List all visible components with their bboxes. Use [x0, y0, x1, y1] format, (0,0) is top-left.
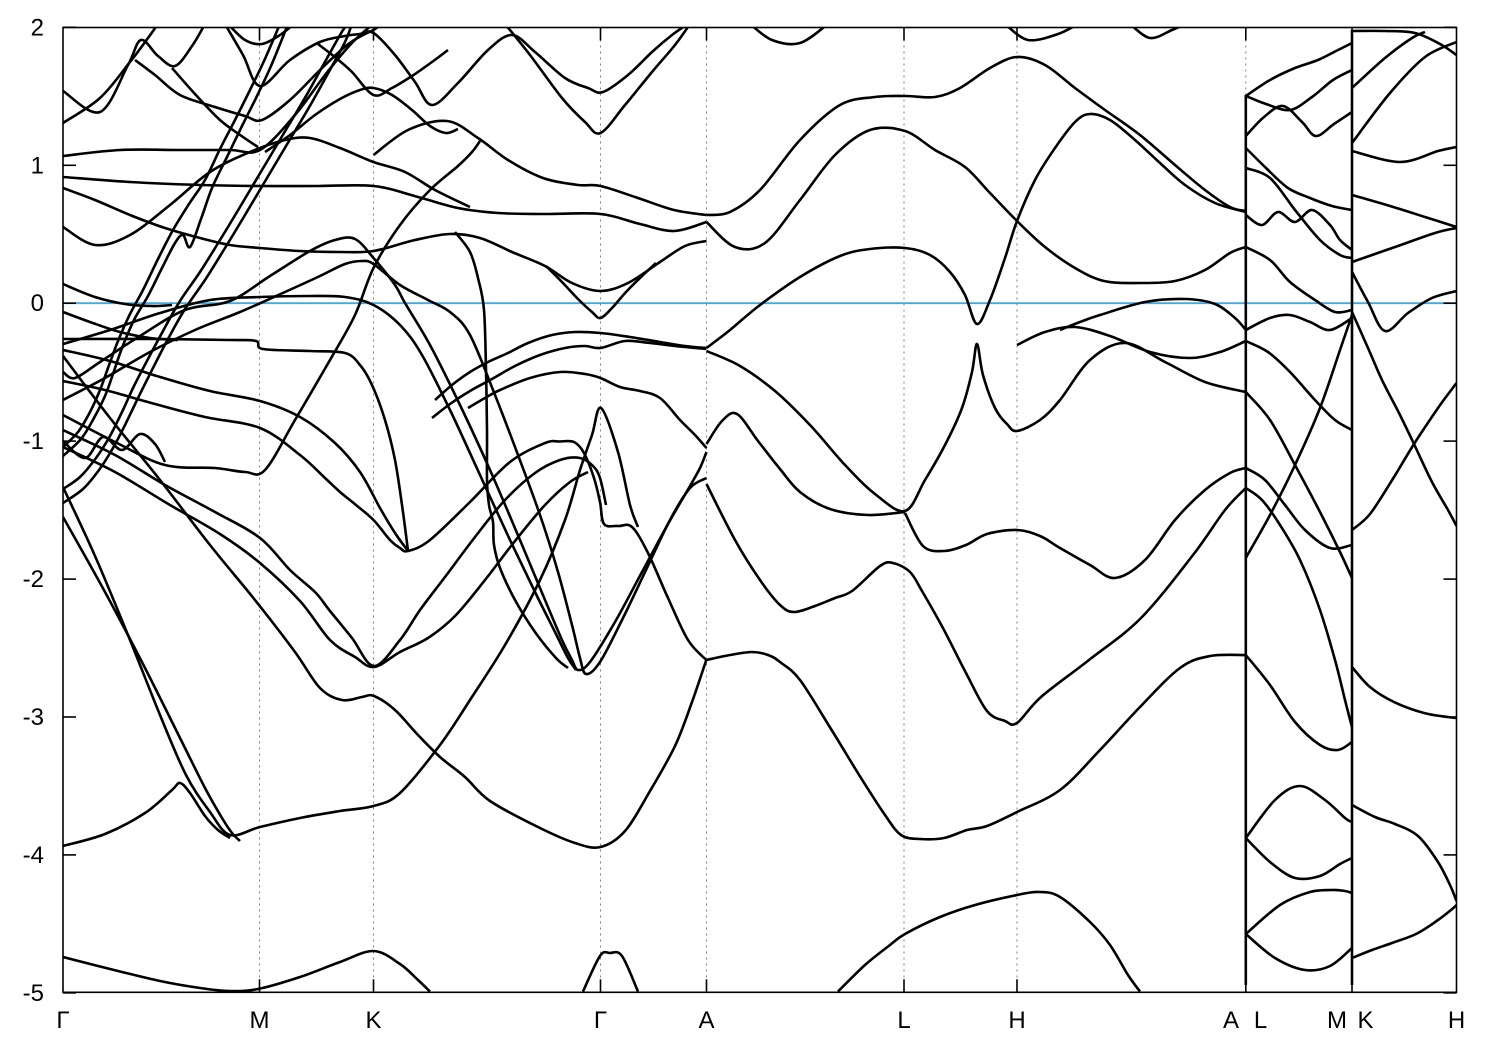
svg-text:-5: -5 [23, 980, 44, 1007]
svg-text:0: 0 [31, 290, 44, 317]
svg-text:H: H [1008, 1007, 1025, 1034]
svg-text:H: H [1448, 1007, 1465, 1034]
svg-text:-3: -3 [23, 704, 44, 731]
svg-text:2: 2 [31, 14, 44, 41]
svg-text:M: M [250, 1007, 270, 1034]
svg-text:-2: -2 [23, 566, 44, 593]
svg-text:L: L [897, 1007, 910, 1034]
svg-text:Γ: Γ [594, 1007, 607, 1034]
svg-text:A: A [1223, 1007, 1239, 1034]
svg-text:L: L [1254, 1007, 1267, 1034]
svg-text:Γ: Γ [56, 1007, 69, 1034]
svg-text:1: 1 [31, 152, 44, 179]
svg-text:M: M [1327, 1007, 1347, 1034]
svg-text:A: A [698, 1007, 714, 1034]
svg-text:-4: -4 [23, 842, 44, 869]
svg-text:K: K [1357, 1007, 1373, 1034]
svg-text:K: K [365, 1007, 381, 1034]
svg-text:-1: -1 [23, 428, 44, 455]
